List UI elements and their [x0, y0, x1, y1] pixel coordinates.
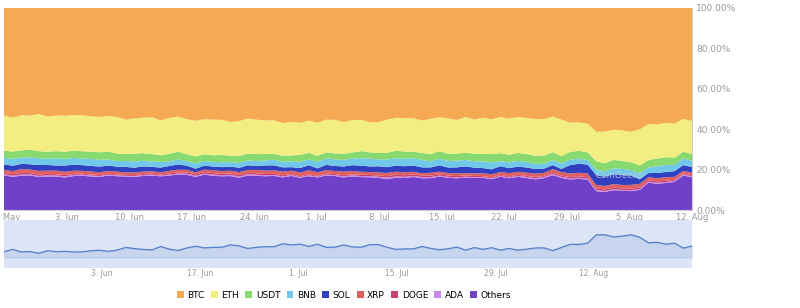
Text: CoinGecko: CoinGecko — [596, 171, 644, 180]
Legend: BTC, ETH, USDT, BNB, SOL, XRP, DOGE, ADA, Others: BTC, ETH, USDT, BNB, SOL, XRP, DOGE, ADA… — [174, 287, 514, 303]
